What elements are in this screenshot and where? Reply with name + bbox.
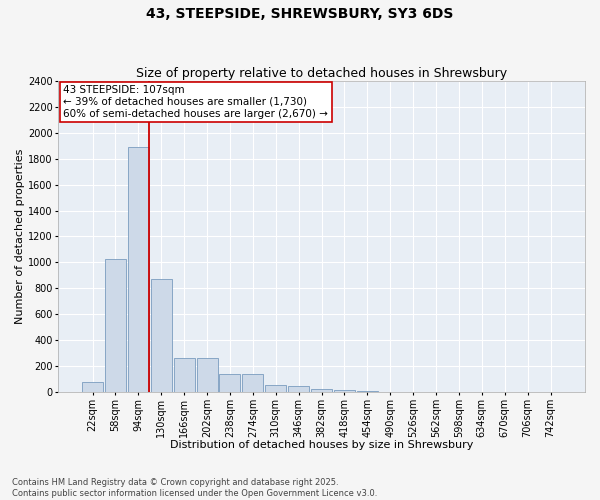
Bar: [128, 147, 149, 392]
Bar: [311, 389, 332, 392]
Bar: [105, 258, 126, 392]
Bar: [242, 374, 263, 392]
Title: Size of property relative to detached houses in Shrewsbury: Size of property relative to detached ho…: [136, 66, 507, 80]
Bar: [197, 358, 218, 392]
Text: Contains HM Land Registry data © Crown copyright and database right 2025.
Contai: Contains HM Land Registry data © Crown c…: [12, 478, 377, 498]
X-axis label: Distribution of detached houses by size in Shrewsbury: Distribution of detached houses by size …: [170, 440, 473, 450]
Text: 43, STEEPSIDE, SHREWSBURY, SY3 6DS: 43, STEEPSIDE, SHREWSBURY, SY3 6DS: [146, 8, 454, 22]
Bar: [220, 374, 241, 392]
Bar: [357, 391, 378, 392]
Bar: [265, 384, 286, 392]
Bar: [173, 358, 194, 392]
Bar: [151, 280, 172, 392]
Bar: [288, 386, 309, 392]
Bar: [82, 382, 103, 392]
Text: 43 STEEPSIDE: 107sqm
← 39% of detached houses are smaller (1,730)
60% of semi-de: 43 STEEPSIDE: 107sqm ← 39% of detached h…: [64, 86, 328, 118]
Y-axis label: Number of detached properties: Number of detached properties: [15, 149, 25, 324]
Bar: [334, 390, 355, 392]
